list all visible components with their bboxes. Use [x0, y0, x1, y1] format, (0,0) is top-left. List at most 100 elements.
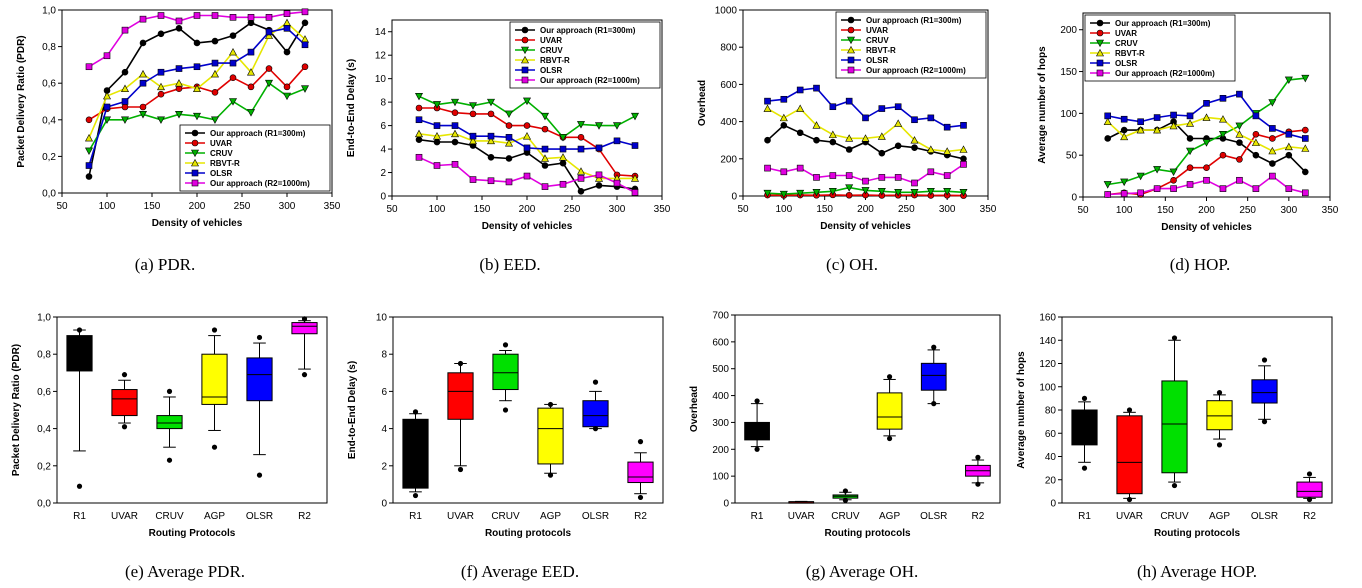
y-axis-label: Overhead	[697, 80, 708, 126]
y-tick-label: 0	[1071, 193, 1077, 204]
y-tick-label: 8	[381, 350, 387, 361]
y-tick-label: 0,2	[37, 461, 51, 472]
data-point	[505, 134, 513, 141]
data-point	[926, 145, 935, 153]
x-tick-label: R1	[751, 511, 764, 522]
data-point	[631, 142, 639, 149]
data-point	[175, 65, 183, 72]
y-tick-label: 2	[380, 168, 386, 179]
data-point	[829, 138, 837, 146]
outlier-point	[975, 454, 981, 460]
y-tick-label: 1,0	[42, 6, 56, 17]
data-point	[229, 14, 237, 21]
legend-marker	[521, 36, 529, 44]
x-tick-label: 350	[324, 201, 341, 212]
x-tick-label: 300	[1280, 205, 1297, 216]
x-tick-label: 100	[1116, 205, 1133, 216]
line-chart-1: 0,0 0,2 0,4 0,6 0,8 1,0 Packet Delivery Ratio …	[16, 6, 341, 275]
outlier-point	[166, 457, 173, 463]
data-point	[1219, 151, 1227, 159]
data-point	[1269, 160, 1276, 167]
legend-marker	[521, 66, 529, 74]
legend-marker	[847, 66, 855, 74]
data-point	[433, 162, 441, 169]
y-tick-label: 200	[1060, 25, 1077, 36]
data-point	[1103, 181, 1112, 189]
x-tick-label: CRUV	[155, 511, 184, 522]
line-chart-3: 0 200 400 600 800 1000 Overhead Density of vehi…	[697, 6, 997, 275]
legend-marker	[1096, 59, 1104, 67]
box-uvar	[1116, 407, 1143, 503]
data-point	[228, 98, 238, 106]
legend-marker	[521, 26, 529, 34]
data-point	[1203, 100, 1210, 107]
data-point	[522, 97, 532, 106]
data-point	[1285, 130, 1293, 138]
data-point	[265, 28, 273, 36]
outlier-point	[256, 472, 263, 478]
data-point	[85, 116, 93, 124]
data-point	[577, 175, 585, 182]
series-olsr	[415, 116, 639, 153]
data-point	[283, 48, 291, 56]
data-point	[451, 122, 459, 129]
data-point	[796, 129, 804, 137]
x-tick-label: 200	[189, 201, 206, 212]
data-point	[595, 182, 603, 189]
box-body	[156, 415, 183, 430]
outlier-point	[931, 344, 937, 350]
data-point	[828, 130, 837, 138]
outlier-point	[1081, 395, 1088, 401]
series-rbvt-r	[414, 129, 640, 182]
data-point	[1269, 172, 1276, 180]
data-point	[283, 83, 291, 91]
data-point	[246, 109, 256, 117]
x-tick-label: CRUV	[491, 511, 520, 522]
outlier-point	[211, 444, 218, 450]
series-our-approach-r1-300m	[764, 122, 967, 163]
data-point	[469, 110, 477, 118]
data-point	[120, 116, 130, 124]
x-tick-label: R2	[1303, 511, 1316, 522]
data-point	[813, 136, 820, 144]
data-point	[301, 63, 309, 71]
outlier-point	[886, 374, 893, 380]
x-tick-label: AGP	[879, 511, 900, 522]
legend-marker	[847, 56, 855, 64]
legend-entry: RBVT-R	[210, 159, 240, 168]
data-point	[960, 155, 967, 163]
data-point	[1203, 176, 1210, 184]
data-point	[121, 26, 129, 34]
x-axis-label: Routing protocols	[1154, 528, 1241, 539]
y-tick-label: 400	[712, 391, 729, 402]
data-point	[414, 129, 424, 138]
data-point	[1120, 115, 1128, 123]
data-point	[1284, 142, 1293, 151]
data-point	[1284, 76, 1293, 85]
data-point	[139, 79, 147, 87]
data-point	[577, 145, 585, 153]
y-tick-label: 100	[1039, 382, 1056, 393]
series-rbvt-r	[763, 104, 968, 155]
data-point	[541, 183, 549, 190]
outlier-point	[637, 494, 644, 501]
box-uvar	[447, 360, 474, 473]
data-point	[779, 113, 788, 122]
data-point	[121, 98, 129, 105]
data-point	[451, 161, 459, 168]
data-point	[1269, 125, 1276, 132]
data-point	[910, 188, 919, 197]
box-body	[402, 418, 429, 489]
box-agp	[201, 327, 228, 450]
data-point	[1252, 130, 1260, 138]
x-tick-label: 350	[1322, 205, 1339, 216]
data-point	[210, 69, 220, 78]
data-point	[558, 153, 568, 161]
box-chart-2: 0 2 4 6 8 10 End-to-End Delay (s) Routing proto…	[347, 313, 664, 581]
data-point	[156, 82, 166, 91]
plot-frame	[734, 314, 1001, 504]
panel-caption: (g) Average OH.	[806, 562, 919, 581]
data-point	[1186, 164, 1194, 172]
data-point	[877, 188, 886, 196]
y-tick-label: 10	[376, 313, 388, 324]
